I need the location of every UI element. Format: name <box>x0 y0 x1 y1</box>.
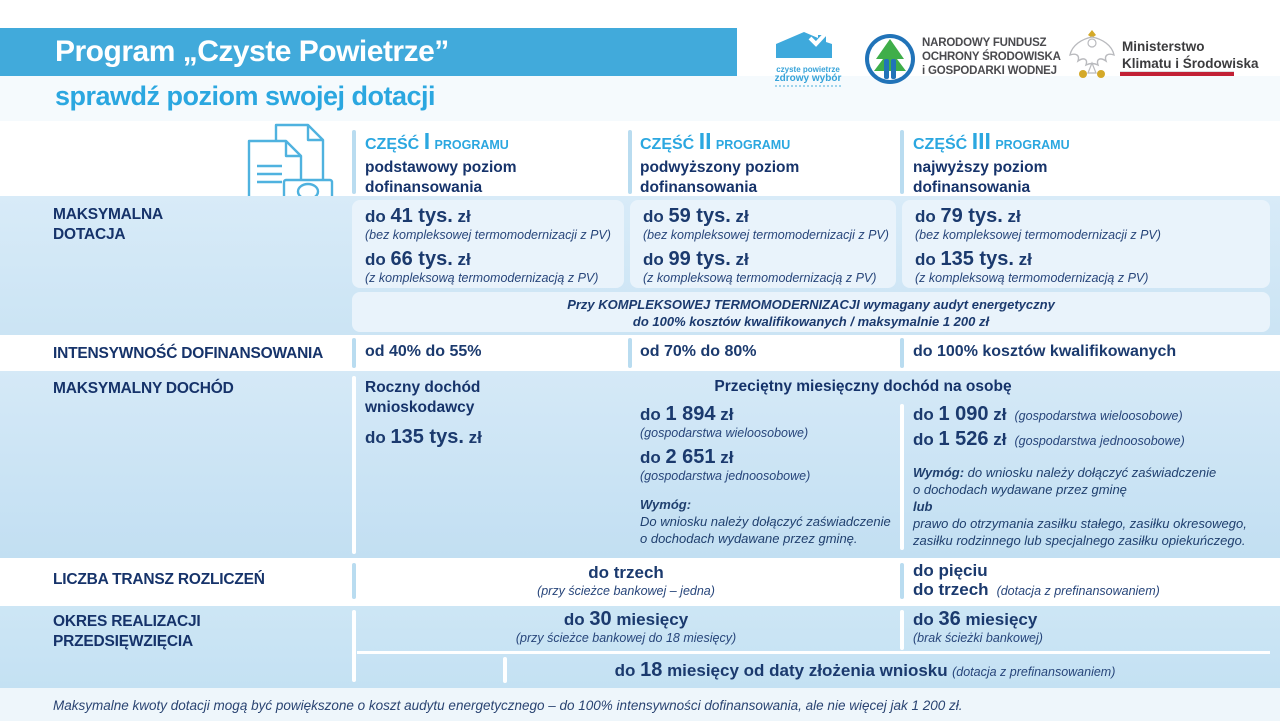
house-check-icon <box>776 29 832 58</box>
okres-col3-cell: do 36 miesięcy (brak ścieżki bankowej) <box>913 608 1043 646</box>
col1-desc2: dofinansowania <box>365 179 483 196</box>
documents-money-icon <box>247 123 334 204</box>
dotacja-3-value-1: do 79 tys. zł <box>915 205 1021 227</box>
dotacja-1-value-2: do 66 tys. zł <box>365 248 471 270</box>
col2-desc1: podwyższony poziom <box>640 159 800 176</box>
okres-divider-2 <box>900 610 904 650</box>
intensywnosc-divider-3 <box>900 338 904 368</box>
dochod-col3-value-1: do 1 090 zł <box>913 403 1007 425</box>
dotacja-2-note-1: (bez kompleksowej termomodernizacji z PV… <box>643 228 889 242</box>
col1-desc1: podstawowy poziom <box>365 159 517 176</box>
okres-horizontal-divider <box>357 651 1270 654</box>
row-okres-realizacji <box>0 606 1280 688</box>
column-header-3: CZĘŚĆ III PROGRAMU najwyższy poziom dofin… <box>913 128 1070 198</box>
page-title: Program „Czyste Powietrze” <box>55 35 449 68</box>
row-label-okres: OKRES REALIZACJI PRZEDSIĘWZIĘCIA <box>53 613 201 650</box>
column-header-1: CZĘŚĆ I PROGRAMU podstawowy poziom dofina… <box>365 128 517 198</box>
logo-ministry-line1: Ministerstwo <box>1122 39 1205 54</box>
ministry-red-underline <box>1120 71 1234 76</box>
intensywnosc-value-3: do 100% kosztów kwalifikowanych <box>913 343 1177 360</box>
dotacja-cell-3: do 79 tys. zł (bez kompleksowej termomod… <box>902 200 1270 288</box>
dotacja-cell-2: do 59 tys. zł (bez kompleksowej termomod… <box>630 200 896 288</box>
intensywnosc-value-2: od 70% do 80% <box>640 343 757 360</box>
okres-bottom-divider <box>503 657 507 683</box>
logo-nfos-line2: OCHRONY ŚRODOWISKA <box>922 51 1061 63</box>
col3-programu: PROGRAMU <box>995 138 1070 152</box>
dotacja-3-note-2: (z kompleksową termomodernizacją z PV) <box>915 271 1149 285</box>
dotacja-1-note-2: (z kompleksową termomodernizacją z PV) <box>365 271 599 285</box>
header-divider-1 <box>352 130 356 194</box>
column-header-2: CZĘŚĆ II PROGRAMU podwyższony poziom dofi… <box>640 128 799 198</box>
row-maksymalny-dochod <box>0 371 1280 558</box>
dochod-col3-wymog: Wymóg: do wniosku należy dołączyć zaświa… <box>913 465 1217 480</box>
dochod-divider-2 <box>900 404 904 550</box>
dotacja-2-note-2: (z kompleksową termomodernizacją z PV) <box>643 271 877 285</box>
dotacja-1-note-1: (bez kompleksowej termomodernizacji z PV… <box>365 228 611 242</box>
row-label-maksymalny-dochod: MAKSYMALNY DOCHÓD <box>53 380 234 397</box>
logo-czyste-line2: zdrowy wybór <box>774 73 842 84</box>
row-label-liczba-transz: LICZBA TRANSZ ROZLICZEŃ <box>53 571 265 588</box>
transze-divider-1 <box>352 563 356 599</box>
col3-desc1: najwyższy poziom <box>913 159 1048 176</box>
transze-divider-2 <box>900 563 904 599</box>
subtitle-strip <box>0 76 1280 121</box>
dotacja-2-value-2: do 99 tys. zł <box>643 248 749 270</box>
eagle-icon <box>1069 30 1115 78</box>
dotacja-2-value-1: do 59 tys. zł <box>643 205 749 227</box>
row-label-intensywnosc: INTENSYWNOŚĆ DOFINANSOWANIA <box>53 345 324 362</box>
page-subtitle: sprawdź poziom swojej dotacji <box>55 81 436 111</box>
col2-czesc: CZĘŚĆ <box>640 136 695 153</box>
transze-span-cell: do trzech (przy ścieżce bankowej – jedna… <box>537 563 715 598</box>
header-blue-bar <box>0 28 737 76</box>
col3-desc2: dofinansowania <box>913 179 1031 196</box>
col2-numeral: II <box>698 128 712 154</box>
okres-divider-1 <box>352 610 356 682</box>
footer-note: Maksymalne kwoty dotacji mogą być powięk… <box>53 698 963 713</box>
row-label-maksymalna-dotacja: MAKSYMALNA DOTACJA <box>53 206 163 243</box>
logo-czyste-powietrze: czyste powietrze zdrowy wybór <box>766 29 850 87</box>
dotacja-audit-note: Przy KOMPLEKSOWEJ TERMOMODERNIZACJI wyma… <box>352 292 1270 332</box>
dochod-col2-wymog-title: Wymóg: <box>640 497 692 512</box>
dotacja-cell-1: do 41 tys. zł (bez kompleksowej termomod… <box>352 200 624 288</box>
header-divider-2 <box>628 130 632 194</box>
dotacja-1-value-1: do 41 tys. zł <box>365 205 471 227</box>
dochod-col2: do 1 894 zł (gospodarstwa wieloosobowe) … <box>640 403 891 547</box>
dochod-col2-value-1: do 1 894 zł <box>640 403 734 425</box>
col2-desc2: dofinansowania <box>640 179 758 196</box>
intensywnosc-divider-1 <box>352 338 356 368</box>
intensywnosc-value-1: od 40% do 55% <box>365 343 482 360</box>
logo-czyste-dotted-line <box>775 85 841 87</box>
dochod-col2-value-2: do 2 651 zł <box>640 446 734 468</box>
footer-strip <box>0 688 1280 721</box>
dochod-col1-value: do 135 tys. zł <box>365 426 482 448</box>
okres-span-cell: do 30 miesięcy (przy ścieżce bankowej do… <box>515 608 737 646</box>
col2-programu: PROGRAMU <box>715 138 791 152</box>
dotacja-3-value-2: do 135 tys. zł <box>915 248 1032 270</box>
col1-programu: PROGRAMU <box>434 138 509 152</box>
logo-nfos-line3: i GOSPODARKI WODNEJ <box>922 65 1057 77</box>
logo-nfos-text: NARODOWY FUNDUSZ OCHRONY ŚRODOWISKA i GO… <box>922 36 1061 78</box>
dochod-col3-value-2: do 1 526 zł <box>913 428 1007 450</box>
dotacja-3-note-1: (bez kompleksowej termomodernizacji z PV… <box>915 228 1161 242</box>
okres-bottom-cell: do 18 miesięcy od daty złożenia wniosku … <box>614 659 1116 681</box>
logo-ministry-text: Ministerstwo Klimatu i Środowiska <box>1122 38 1259 72</box>
tree-circle-icon <box>865 34 915 84</box>
dochod-col1: Roczny dochód wnioskodawcy do 135 tys. z… <box>365 379 482 448</box>
dochod-col3: do 1 090 zł (gospodarstwa wieloosobowe) … <box>913 403 1247 549</box>
col1-numeral: I <box>423 128 431 154</box>
logo-nfos-line1: NARODOWY FUNDUSZ <box>922 37 1047 49</box>
col3-czesc: CZĘŚĆ <box>913 136 968 153</box>
transze-col3-cell: do pięciu do trzech (dotacja z prefinans… <box>913 561 1160 599</box>
dochod-span-header: Przeciętny miesięczny dochód na osobę <box>714 378 1012 395</box>
col3-numeral: III <box>971 128 991 154</box>
logo-ministry-line2: Klimatu i Środowiska <box>1122 56 1259 71</box>
dochod-divider-1 <box>352 376 356 554</box>
header-divider-3 <box>900 130 904 194</box>
logo-czyste-line1: czyste powietrze <box>776 65 840 74</box>
intensywnosc-divider-2 <box>628 338 632 368</box>
col1-czesc: CZĘŚĆ <box>365 136 420 153</box>
